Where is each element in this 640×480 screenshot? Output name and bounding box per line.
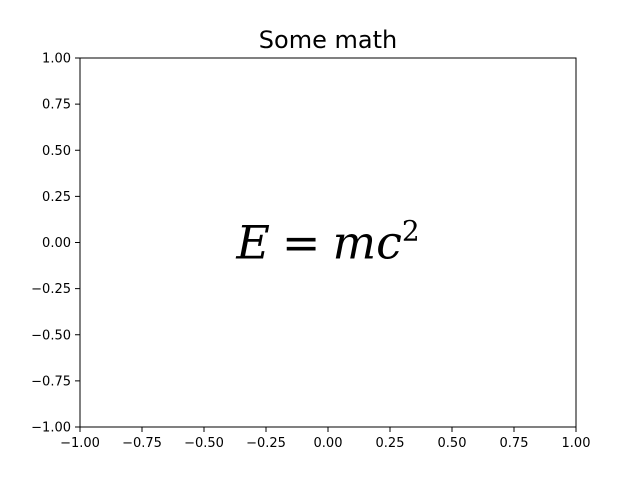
- y-tick-label: −0.75: [31, 374, 71, 389]
- y-tick-label: −0.50: [31, 328, 71, 343]
- equation-variable: mc: [332, 216, 401, 270]
- x-tick-label: −0.75: [122, 436, 162, 451]
- y-tick-label: −0.25: [31, 282, 71, 297]
- x-tick-label: −0.50: [184, 436, 224, 451]
- y-tick-label: 0.25: [42, 190, 71, 205]
- y-tick-label: 0.50: [42, 144, 71, 159]
- equation-exponent: 2: [402, 215, 420, 248]
- y-tick-label: 0.00: [42, 236, 71, 251]
- y-tick-label: −1.00: [31, 421, 71, 436]
- axes-frame: [79, 57, 577, 428]
- chart-title: Some math: [259, 26, 397, 54]
- x-tick-label: 0.75: [500, 436, 529, 451]
- x-tick-label: 0.50: [438, 436, 467, 451]
- y-tick-label: 0.75: [42, 98, 71, 113]
- annotations: E = mc2: [235, 215, 419, 270]
- x-tick-label: 1.00: [562, 436, 591, 451]
- equation-base: E: [235, 216, 270, 270]
- x-tick-label: −0.25: [246, 436, 286, 451]
- equation-equals: =: [282, 216, 321, 270]
- y-axis: 1.00 0.75 0.50 0.25 0.00 −0.25 −0.50 −0.75 −1.00: [31, 52, 80, 436]
- x-tick-label: −1.00: [60, 436, 100, 451]
- x-axis: −1.00 −0.75 −0.50 −0.25 0.00 0.25 0.50 0.75 1.00: [60, 427, 590, 451]
- x-tick-label: 0.25: [376, 436, 405, 451]
- y-tick-label: 1.00: [42, 52, 71, 67]
- x-tick-label: 0.00: [314, 436, 343, 451]
- equation-annotation: E = mc2: [235, 215, 419, 270]
